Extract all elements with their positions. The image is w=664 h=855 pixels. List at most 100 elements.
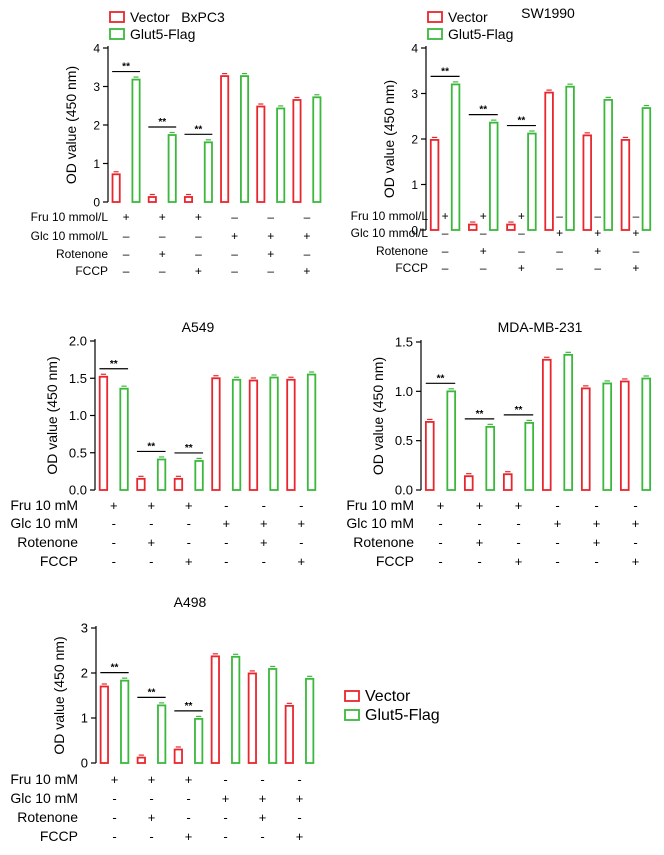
significance-label: **	[111, 663, 119, 674]
condition-sign: –	[267, 264, 274, 278]
condition-label: Glc 10 mM	[10, 790, 78, 806]
bar-vector	[211, 377, 221, 491]
condition-sign: -	[594, 498, 598, 513]
condition-sign: +	[594, 244, 601, 258]
condition-label: FCCP	[40, 553, 78, 569]
y-tick-label: 0.5	[395, 433, 413, 448]
condition-sign: -	[297, 772, 301, 787]
condition-sign: -	[186, 791, 190, 806]
y-tick-label: 3	[411, 87, 418, 101]
bar-vector	[286, 378, 296, 491]
bar-glut5	[231, 378, 242, 491]
condition-sign: +	[222, 516, 230, 531]
bar-glut5	[527, 132, 537, 231]
condition-sign: +	[476, 498, 484, 513]
condition-sign: –	[231, 210, 238, 224]
bar-glut5	[156, 458, 167, 491]
bar-vector	[98, 375, 109, 491]
legend-label: Glut5-Flag	[130, 26, 195, 42]
legend-swatch	[344, 690, 360, 702]
bar-glut5	[563, 353, 574, 491]
bar-glut5	[194, 460, 204, 491]
bar-vector	[292, 99, 302, 203]
condition-sign: -	[516, 535, 520, 550]
condition-sign: +	[110, 498, 118, 513]
condition-label: Glc 10 mmol/L	[351, 226, 429, 240]
bar-vector	[468, 223, 478, 231]
y-axis-label: OD value (450 nm)	[44, 356, 60, 474]
condition-sign: +	[518, 261, 525, 275]
y-tick-label: 0	[411, 224, 418, 238]
condition-sign: -	[438, 554, 442, 569]
y-tick-label: 1	[81, 711, 88, 726]
condition-sign: -	[297, 810, 301, 825]
condition-sign: +	[297, 554, 305, 569]
condition-sign: +	[480, 209, 487, 223]
condition-sign: –	[633, 209, 640, 223]
bar-vector	[147, 196, 157, 203]
condition-label: Glc 10 mM	[10, 515, 78, 531]
legend-label: Vector	[448, 9, 488, 25]
significance-label: **	[147, 441, 155, 452]
bar-glut5	[641, 377, 652, 491]
condition-sign: -	[262, 498, 266, 513]
condition-sign: +	[594, 226, 601, 240]
condition-sign: –	[231, 264, 238, 278]
y-tick-label: 2	[81, 666, 88, 681]
condition-sign: -	[149, 829, 153, 844]
y-tick-label: 3	[81, 621, 88, 636]
condition-sign: -	[633, 535, 637, 550]
bar-glut5	[603, 98, 613, 231]
condition-sign: -	[555, 535, 559, 550]
condition-sign: +	[159, 247, 166, 261]
condition-sign: +	[476, 535, 484, 550]
condition-sign: -	[260, 829, 264, 844]
y-axis-label: OD value (450 nm)	[51, 636, 67, 754]
condition-label: Rotenone	[353, 534, 414, 550]
bar-vector	[544, 91, 554, 231]
condition-sign: +	[296, 829, 304, 844]
condition-sign: +	[296, 791, 304, 806]
significance-label: **	[110, 359, 118, 370]
condition-sign: +	[593, 516, 601, 531]
condition-sign: +	[267, 247, 274, 261]
condition-sign: –	[633, 244, 640, 258]
bar-vector	[111, 173, 121, 203]
condition-sign: +	[632, 516, 640, 531]
condition-sign: –	[594, 209, 601, 223]
significance-label: **	[148, 687, 156, 698]
bar-glut5	[312, 96, 322, 203]
bar-glut5	[305, 677, 315, 764]
condition-sign: +	[111, 772, 119, 787]
condition-sign: +	[185, 829, 193, 844]
condition-label: Rotenone	[17, 534, 78, 550]
condition-sign: –	[304, 210, 311, 224]
condition-sign: -	[224, 535, 228, 550]
condition-sign: +	[632, 554, 640, 569]
y-tick-label: 1.0	[395, 384, 413, 399]
chart-title: SW1990	[521, 5, 575, 21]
condition-sign: –	[480, 226, 487, 240]
significance-label: **	[479, 105, 487, 116]
legend-swatch	[344, 709, 360, 721]
condition-sign: -	[516, 516, 520, 531]
y-tick-label: 2	[93, 119, 100, 133]
chart-title: BxPC3	[181, 9, 225, 25]
bar-vector	[506, 223, 516, 231]
bar-vector	[136, 756, 146, 764]
bar-vector	[210, 655, 220, 764]
condition-sign: –	[518, 244, 525, 258]
condition-sign: -	[262, 554, 266, 569]
y-tick-label: 4	[411, 42, 418, 56]
condition-label: Glc 10 mmol/L	[31, 229, 109, 243]
condition-label: Rotenone	[17, 809, 78, 825]
bar-glut5	[240, 75, 250, 203]
condition-sign: -	[223, 829, 227, 844]
condition-label: FCCP	[376, 553, 414, 569]
condition-sign: +	[147, 535, 155, 550]
condition-sign: -	[555, 498, 559, 513]
condition-sign: -	[224, 554, 228, 569]
condition-sign: +	[195, 264, 202, 278]
condition-sign: -	[149, 791, 153, 806]
